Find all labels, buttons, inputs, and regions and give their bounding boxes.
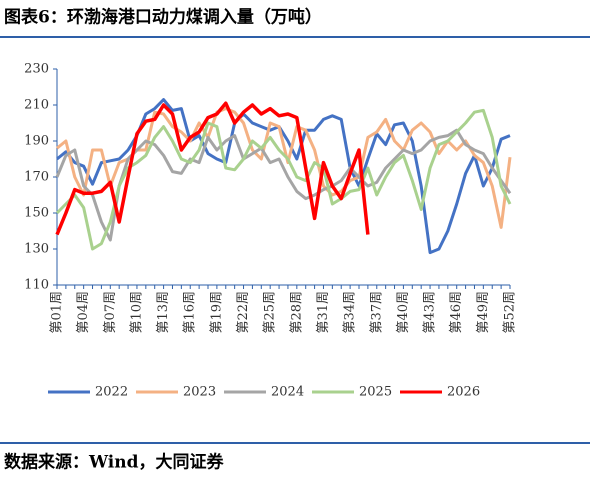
x-tick-label: 第10周 — [129, 291, 144, 334]
series-line — [56, 98, 511, 255]
x-tick-label: 第01周 — [50, 291, 65, 334]
source: 数据来源：Wind，大同证券 — [4, 452, 224, 473]
y-tick-label: 110 — [24, 278, 49, 293]
x-tick-label: 第07周 — [103, 291, 118, 334]
chart-title: 图表6：环渤海港口动力煤调入量（万吨） — [4, 7, 322, 28]
y-tick-label: 210 — [24, 98, 49, 113]
x-tick-label: 第16周 — [183, 291, 198, 334]
y-tick-label: 190 — [24, 134, 49, 149]
x-tick-label: 第46周 — [449, 291, 464, 334]
legend-label: 2026 — [447, 385, 480, 400]
x-tick-label: 第40周 — [396, 291, 411, 334]
x-tick-label: 第25周 — [263, 291, 278, 334]
x-tick-label: 第19周 — [209, 291, 224, 334]
x-tick-label: 第13周 — [156, 291, 171, 334]
x-tick-label: 第28周 — [289, 291, 304, 334]
legend-label: 2024 — [271, 385, 304, 400]
legend-label: 2022 — [95, 385, 128, 400]
x-tick-label: 第49周 — [476, 291, 491, 334]
y-tick-label: 150 — [24, 206, 49, 221]
x-tick-label: 第31周 — [316, 291, 331, 334]
y-tick-label: 130 — [24, 242, 49, 257]
x-tick-label: 第22周 — [236, 291, 251, 334]
x-tick-label: 第34周 — [343, 291, 358, 334]
y-tick-label: 230 — [24, 62, 49, 77]
x-tick-label: 第37周 — [369, 291, 384, 334]
x-tick-label: 第04周 — [76, 291, 91, 334]
legend-label: 2025 — [359, 385, 392, 400]
series-line — [55, 101, 370, 236]
x-tick-label: 第43周 — [423, 291, 438, 334]
x-tick-label: 第52周 — [503, 291, 518, 334]
series-line — [55, 108, 512, 251]
y-tick-label: 170 — [24, 170, 49, 185]
legend-label: 2023 — [183, 385, 216, 400]
